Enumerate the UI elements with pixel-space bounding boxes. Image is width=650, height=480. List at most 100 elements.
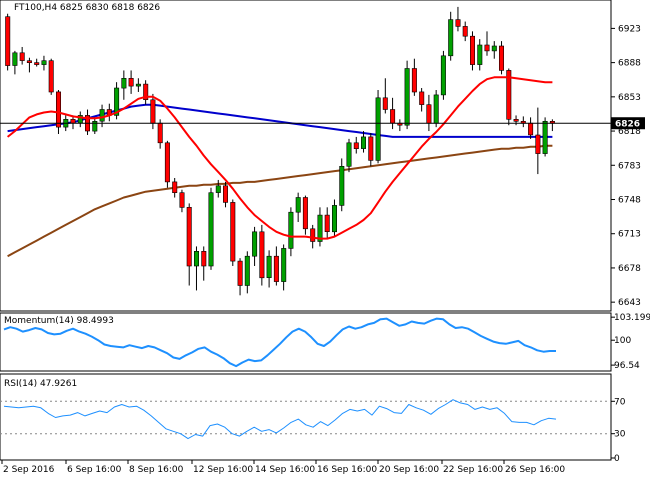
rsi-panel-frame	[0, 373, 612, 461]
x-label-1: 6 Sep 16:00	[67, 465, 122, 475]
momentum-line	[3, 317, 556, 368]
current-price-line: 6826	[0, 117, 645, 130]
price-panel-frame	[0, 0, 612, 312]
momentum-title: Momentum(14) 98.4993	[4, 316, 114, 326]
candle-body-19	[143, 83, 149, 100]
candle-body-58	[426, 104, 432, 124]
momentum-y-label-0: 103.1993	[614, 313, 650, 323]
candle-body-50	[368, 136, 374, 161]
candle-body-33	[244, 255, 250, 286]
candle-body-30	[223, 185, 229, 203]
candle-body-25	[186, 207, 192, 267]
candle-body-66	[484, 44, 490, 52]
candle-body-53	[390, 109, 396, 124]
candle-body-45	[331, 205, 337, 233]
price-y-label-0: 6923	[618, 24, 641, 34]
candle-body-44	[324, 214, 330, 233]
rsi-panel: 70 30 0 RSI(14) 47.9261	[0, 373, 626, 464]
momentum-series	[3, 317, 556, 368]
candle-body-51	[375, 97, 381, 161]
candle-body-12	[92, 121, 98, 132]
price-y-label-5: 6748	[618, 195, 641, 205]
candle-body-38	[281, 248, 287, 282]
candle-body-7	[55, 91, 61, 128]
candle-body-40	[295, 197, 301, 213]
candle-body-16	[121, 78, 127, 89]
price-y-label-6: 6713	[618, 230, 641, 240]
candle-body-63	[462, 26, 468, 37]
candle-body-21	[157, 122, 163, 144]
candle-body-56	[411, 68, 417, 93]
price-y-label-8: 6643	[618, 298, 641, 308]
candle-body-48	[353, 142, 359, 150]
x-label-7: 22 Sep 16:00	[443, 465, 503, 475]
candle-body-47	[346, 142, 352, 167]
x-label-2: 8 Sep 16:00	[129, 465, 184, 475]
candle-body-59	[433, 94, 439, 124]
candle-body-31	[230, 202, 236, 262]
candle-body-4	[34, 62, 40, 65]
candle-body-62	[455, 19, 461, 27]
momentum-y-label-2: 96.54	[614, 361, 640, 371]
time-x-axis: 2 Sep 2016 6 Sep 16:00 8 Sep 16:00 12 Sep 1…	[1, 460, 565, 475]
candle-body-42	[310, 228, 316, 242]
candle-body-67	[491, 45, 497, 52]
rsi-series	[3, 399, 557, 440]
ma-slow-series	[7, 144, 553, 258]
candle-body-26	[194, 251, 200, 267]
candle-body-35	[259, 231, 265, 279]
rsi-y-label-2: 0	[614, 454, 620, 464]
candle-body-49	[360, 136, 366, 149]
candle-body-15	[114, 87, 120, 116]
candle-body-22	[164, 142, 170, 183]
x-label-5: 16 Sep 16:00	[317, 465, 377, 475]
candle-body-2	[19, 52, 25, 61]
rsi-title: RSI(14) 47.9261	[4, 379, 77, 389]
candles-series	[5, 6, 555, 296]
x-label-6: 20 Sep 16:00	[379, 465, 439, 475]
candle-body-73	[535, 134, 541, 154]
price-header-text: FT100,H4 6825 6830 6818 6826	[14, 3, 160, 13]
candle-body-18	[135, 83, 141, 87]
rsi-y-axis: 70 30 0	[611, 397, 626, 464]
candle-body-29	[215, 185, 221, 193]
candle-body-13	[99, 109, 105, 122]
momentum-y-axis: 103.1993 100 96.54	[611, 313, 650, 371]
ma-fast-line	[6, 76, 553, 240]
price-panel: 6923 6888 6853 6818 6783 6748 6713 6678 6643 682…	[0, 0, 645, 312]
x-label-3: 12 Sep 16:00	[193, 465, 253, 475]
candle-body-64	[469, 35, 475, 65]
price-y-label-4: 6783	[618, 161, 641, 171]
candle-body-69	[506, 70, 512, 120]
candle-body-20	[150, 99, 156, 124]
candle-body-6	[48, 60, 54, 93]
momentum-panel: 103.1993 100 96.54 Momentum(14) 98.4993	[0, 312, 650, 372]
x-label-8: 26 Sep 16:00	[505, 465, 565, 475]
candle-body-24	[179, 192, 185, 208]
ma-fast-series	[6, 76, 553, 240]
x-label-0: 2 Sep 2016	[3, 465, 55, 475]
candle-body-74	[542, 121, 548, 154]
candle-body-9	[70, 119, 76, 124]
candle-body-55	[404, 68, 410, 126]
price-y-axis: 6923 6888 6853 6818 6783 6748 6713 6678 6643	[611, 24, 641, 308]
ma-mid-series	[7, 103, 553, 138]
candle-body-3	[26, 60, 32, 64]
candle-body-61	[448, 19, 454, 57]
price-y-label-2: 6853	[618, 93, 641, 103]
candle-body-1	[12, 52, 18, 66]
price-y-label-1: 6888	[618, 59, 641, 69]
candle-body-46	[339, 166, 345, 206]
candle-body-65	[477, 44, 483, 65]
candle-body-5	[41, 60, 47, 65]
rsi-line	[3, 399, 557, 440]
candle-body-37	[273, 255, 279, 282]
candle-body-34	[252, 231, 258, 257]
candle-body-60	[440, 55, 446, 96]
ma-mid-line	[7, 103, 553, 138]
current-price-label: 6826	[615, 120, 640, 130]
rsi-y-label-0: 70	[614, 397, 626, 407]
current-price-box	[611, 117, 645, 130]
x-label-4: 14 Sep 16:00	[255, 465, 315, 475]
